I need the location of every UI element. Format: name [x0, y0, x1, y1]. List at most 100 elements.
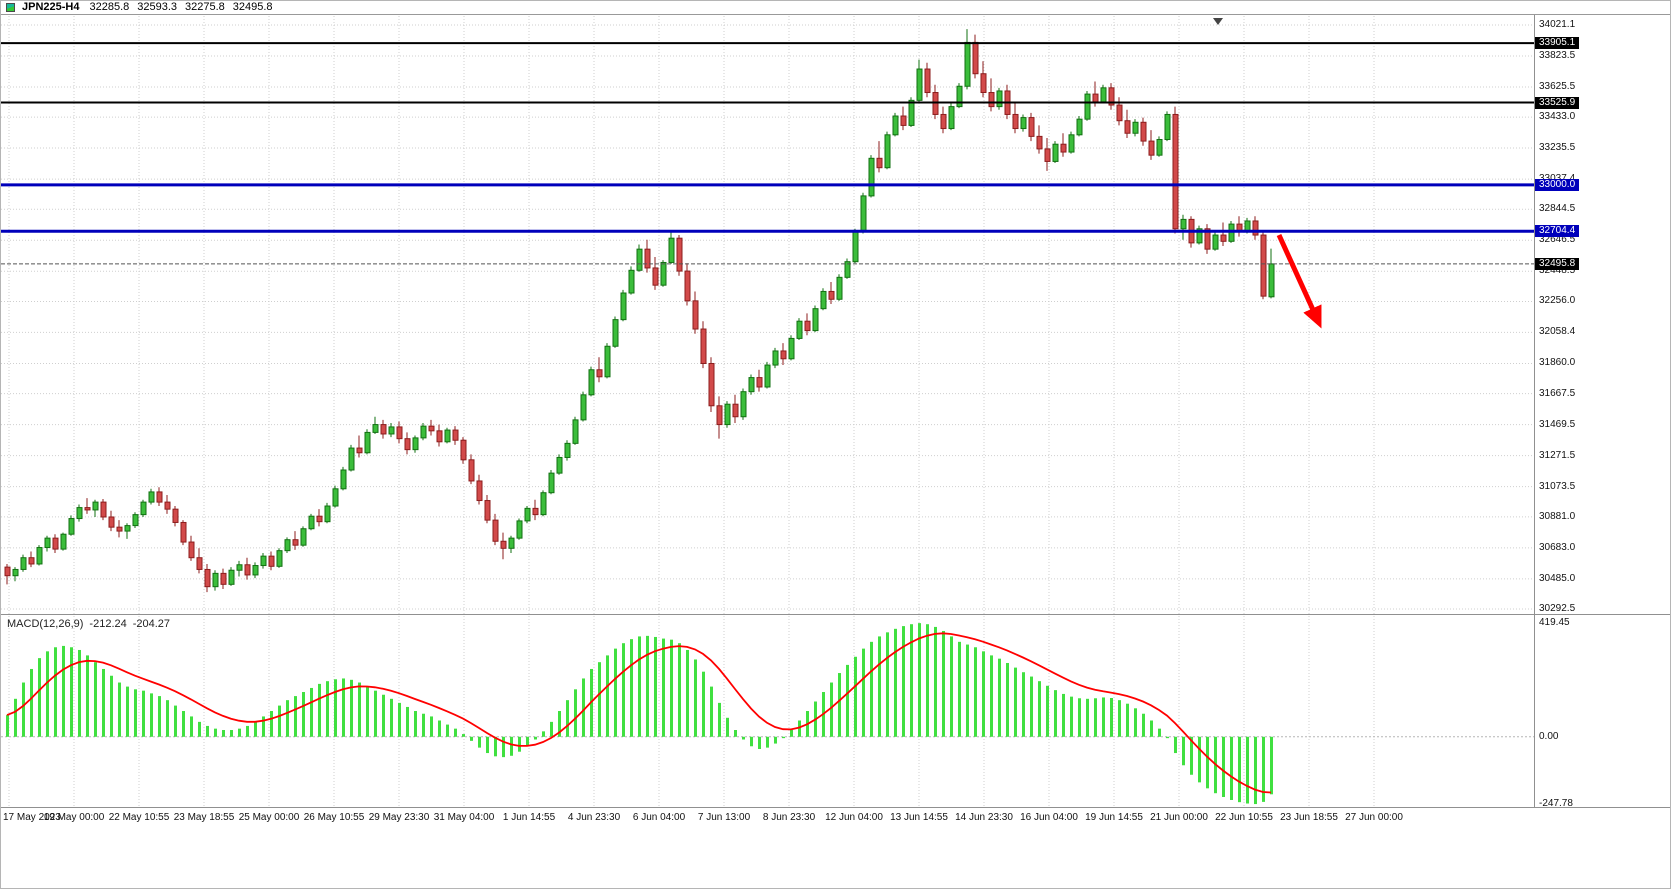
macd-histogram-bar — [150, 693, 153, 737]
macd-main-value: -212.24 — [89, 618, 127, 630]
macd-histogram-bar — [350, 679, 353, 737]
macd-histogram-bar — [750, 736, 753, 747]
candle-down — [804, 320, 811, 332]
macd-histogram-bar — [478, 736, 481, 748]
macd-histogram-bar — [518, 736, 521, 752]
macd-indicator-label: MACD(12,26,9) -212.24 -204.27 — [7, 618, 170, 630]
macd-histogram-bar — [926, 624, 929, 737]
macd-histogram-bar — [774, 736, 777, 744]
candle-up — [668, 237, 675, 263]
macd-histogram-bar — [958, 641, 961, 737]
candle-up — [252, 565, 259, 576]
candle-up — [788, 337, 795, 360]
macd-histogram-bar — [366, 686, 369, 737]
candle-up — [620, 292, 627, 321]
time-axis[interactable] — [1, 808, 1670, 836]
candle-down — [476, 480, 483, 502]
candle-down — [780, 350, 787, 360]
candle-down — [316, 515, 323, 523]
candle-up — [580, 394, 587, 421]
macd-histogram-bar — [86, 655, 89, 737]
candle-up — [76, 507, 83, 520]
candle-down — [940, 113, 947, 130]
macd-histogram-bar — [830, 682, 833, 737]
macd-histogram-bar — [670, 639, 673, 737]
macd-histogram-bar — [214, 728, 217, 737]
macd-histogram-bar — [1238, 736, 1241, 803]
candle-up — [1164, 113, 1171, 141]
macd-histogram-bar — [174, 705, 177, 737]
macd-histogram-bar — [14, 698, 17, 737]
macd-histogram-bar — [358, 682, 361, 737]
candle-up — [1180, 218, 1187, 230]
candle-down — [980, 73, 987, 94]
macd-histogram-bar — [1014, 667, 1017, 737]
macd-histogram-bar — [158, 696, 161, 737]
macd-histogram-bar — [1006, 662, 1009, 737]
macd-histogram-bar — [334, 679, 337, 737]
price-axis[interactable] — [1534, 15, 1670, 807]
candle-up — [1052, 143, 1059, 162]
candle-up — [324, 505, 331, 523]
candle-down — [652, 267, 659, 286]
candle-down — [492, 519, 499, 542]
macd-histogram-bar — [558, 711, 561, 737]
candle-down — [1116, 104, 1123, 122]
candle-down — [900, 115, 907, 126]
ohlc-close-value: 32495.8 — [232, 1, 273, 13]
candle-down — [716, 405, 723, 426]
candle-up — [140, 501, 147, 516]
macd-histogram-bar — [270, 711, 273, 737]
candle-down — [204, 568, 211, 588]
candle-down — [292, 539, 299, 546]
macd-histogram-bar — [430, 716, 433, 737]
candle-up — [748, 377, 755, 393]
candle-up — [300, 528, 307, 546]
candle-down — [1172, 113, 1179, 230]
macd-histogram-bar — [1246, 736, 1249, 804]
macd-histogram-bar — [686, 649, 689, 737]
candle-down — [1124, 120, 1131, 134]
candle-down — [1252, 220, 1259, 236]
macd-histogram-bar — [758, 736, 761, 749]
trend-arrow — [1276, 233, 1322, 329]
candle-up — [1132, 121, 1139, 134]
candle-up — [364, 431, 371, 454]
macd-histogram-bar — [198, 721, 201, 737]
macd-histogram-bar — [990, 655, 993, 737]
candle-up — [836, 276, 843, 300]
candle-down — [164, 501, 171, 510]
candle-up — [612, 319, 619, 347]
candle-up — [332, 488, 339, 507]
macd-histogram-bar — [446, 724, 449, 737]
candle-up — [524, 507, 531, 522]
macd-histogram-bar — [534, 736, 537, 740]
macd-histogram-bar — [1190, 736, 1193, 775]
candle-down — [220, 572, 227, 585]
macd-histogram-bar — [22, 682, 25, 737]
candle-up — [860, 195, 867, 233]
candle-up — [236, 564, 243, 571]
candle-down — [1204, 228, 1211, 250]
candle-up — [1212, 234, 1219, 250]
candle-up — [812, 308, 819, 332]
ohlc-open-value: 32285.8 — [89, 1, 130, 13]
macd-histogram-bar — [502, 736, 505, 758]
macd-histogram-bar — [262, 716, 265, 737]
macd-histogram-bar — [126, 686, 129, 737]
macd-histogram-bar — [1198, 736, 1201, 783]
candle-down — [1036, 135, 1043, 150]
candle-up — [372, 424, 379, 433]
macd-histogram-bar — [654, 636, 657, 737]
candle-up — [628, 269, 635, 294]
macd-histogram-bar — [998, 658, 1001, 737]
candle-down — [676, 237, 683, 272]
macd-histogram-bar — [854, 656, 857, 737]
candle-up — [276, 550, 283, 567]
candle-up — [1100, 87, 1107, 103]
macd-histogram-bar — [118, 682, 121, 737]
macd-signal-value: -204.27 — [132, 618, 171, 630]
candle-up — [20, 557, 27, 570]
macd-histogram-bar — [718, 702, 721, 737]
